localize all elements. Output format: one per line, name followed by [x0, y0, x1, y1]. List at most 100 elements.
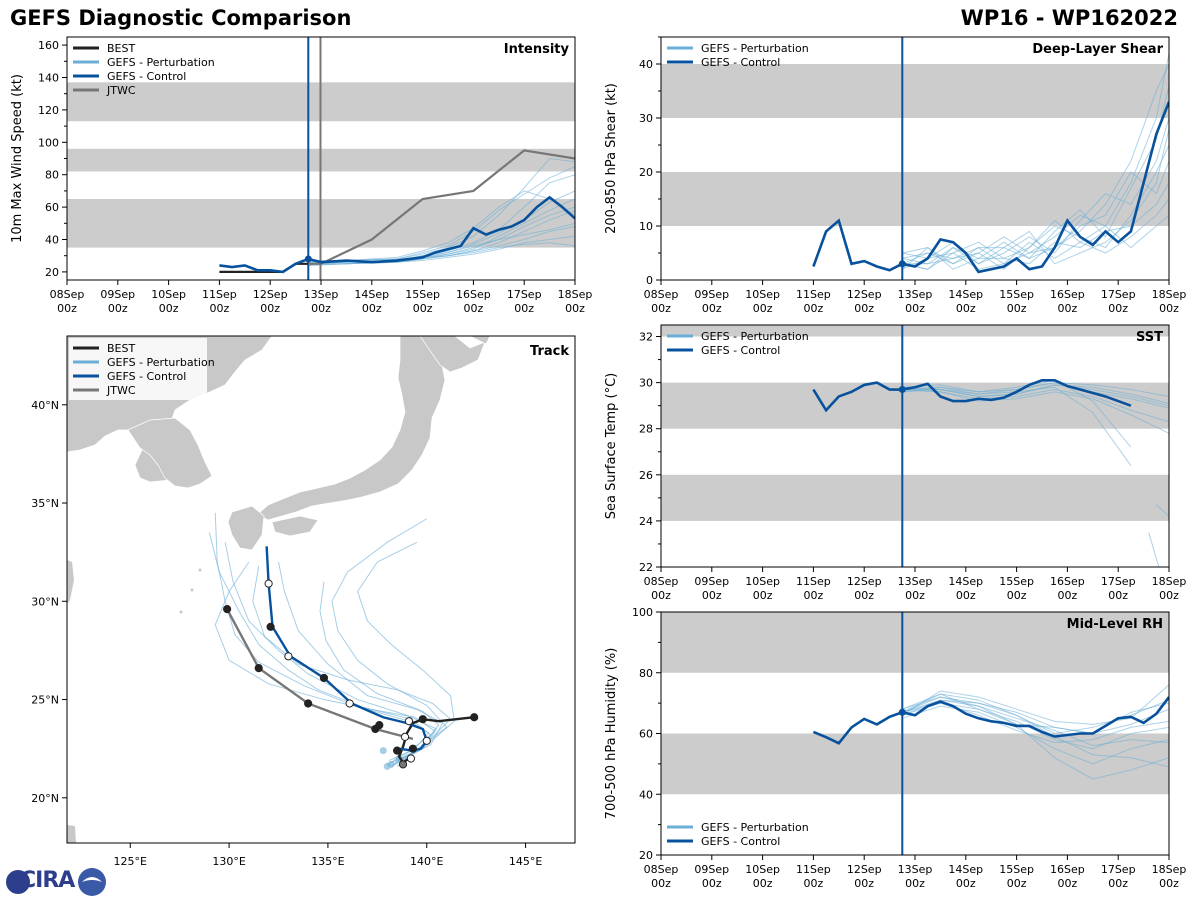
threshold-band	[661, 612, 1169, 673]
land-shikoku	[271, 515, 319, 537]
perturbation-member-line	[902, 85, 1169, 265]
legend-label-perturbation: GEFS - Perturbation	[701, 821, 809, 834]
perturbation-start-marker	[387, 760, 395, 768]
track-plot-area	[208, 512, 479, 770]
y-tick-label: 60	[45, 201, 59, 214]
x-tick-label: 11Sep	[796, 288, 831, 301]
lon-tick-label: 140°E	[410, 855, 443, 868]
x-tick-label: 00z	[702, 302, 722, 315]
perturbation-member-line	[901, 144, 1169, 270]
axes-frame	[660, 324, 1170, 568]
y-tick-label: 140	[38, 72, 59, 85]
x-tick-label: 18Sep	[1152, 863, 1187, 876]
lon-tick-label: 130°E	[212, 855, 245, 868]
perturbation-member-line	[902, 182, 1169, 270]
x-tick-label: 13Sep	[898, 863, 933, 876]
control-track-marker	[404, 717, 414, 726]
x-tick-label: 00z	[413, 302, 433, 315]
rh-plot-area	[661, 612, 1169, 855]
y-axis-label: 200-850 hPa Shear (kt)	[604, 83, 619, 234]
control-track-marker	[408, 744, 418, 753]
legend-label-jtwc: JTWC	[106, 84, 136, 97]
storm-id: WP16 - WP162022	[960, 6, 1178, 30]
perturbation-member-line	[902, 161, 1169, 265]
x-tick-label: 00z	[1159, 877, 1179, 890]
lon-tick-label: 145°E	[509, 855, 542, 868]
y-tick-label: 40	[45, 234, 59, 247]
control-series-line	[219, 195, 575, 274]
x-tick-label: 00z	[1007, 589, 1027, 602]
logo-text: CIRA	[20, 868, 75, 893]
x-tick-label: 00z	[1058, 589, 1078, 602]
x-tick-label: 12Sep	[847, 575, 882, 588]
threshold-band	[661, 474, 1169, 521]
x-tick-label: 00z	[804, 589, 824, 602]
legend-label-best: BEST	[107, 342, 135, 355]
rh-chart: 2040608010008Sep00z09Sep00z10Sep00z11Sep…	[604, 606, 1186, 890]
y-tick-label: 120	[38, 104, 59, 117]
x-tick-label: 00z	[108, 302, 128, 315]
x-tick-label: 00z	[854, 589, 874, 602]
control-series-line	[812, 696, 1169, 745]
sst-chart: 22242628303208Sep00z09Sep00z10Sep00z11Se…	[604, 324, 1187, 602]
x-tick-label: 16Sep	[456, 288, 491, 301]
y-tick-label: 0	[646, 274, 653, 287]
threshold-band	[661, 325, 1169, 337]
lat-tick-label: 40°N	[31, 399, 59, 412]
x-tick-label: 00z	[1159, 589, 1179, 602]
control-track-marker	[264, 579, 273, 588]
x-tick-label: 11Sep	[796, 575, 831, 588]
jtwc-series-line	[308, 149, 575, 265]
x-tick-label: 16Sep	[1050, 288, 1085, 301]
control-track-line	[265, 546, 429, 754]
x-tick-label: 00z	[905, 589, 925, 602]
x-tick-label: 09Sep	[694, 575, 729, 588]
jtwc-track-marker	[254, 664, 263, 673]
perturbation-track-line	[319, 581, 440, 765]
threshold-band	[661, 733, 1169, 795]
x-tick-label: 00z	[260, 302, 280, 315]
x-tick-label: 00z	[651, 877, 671, 890]
x-tick-label: 00z	[1108, 589, 1128, 602]
panel-title: Mid-Level RH	[1067, 617, 1163, 632]
x-tick-label: 00z	[753, 877, 773, 890]
lat-tick-label: 20°N	[31, 792, 59, 805]
y-tick-label: 160	[38, 39, 59, 52]
perturbation-track-line	[331, 518, 448, 765]
x-tick-label: 15Sep	[999, 863, 1034, 876]
perturbation-member-line	[902, 214, 1169, 270]
control-track-marker	[345, 699, 354, 708]
x-tick-label: 00z	[905, 877, 925, 890]
y-axis-label: 700-500 hPa Humidity (%)	[604, 648, 619, 820]
threshold-band	[661, 64, 1169, 118]
x-tick-label: 09Sep	[694, 863, 729, 876]
legend-label-jtwc: JTWC	[106, 384, 136, 397]
init-point-marker	[898, 386, 906, 394]
x-tick-label: 00z	[1108, 877, 1128, 890]
track-map-land	[67, 336, 491, 843]
land-islet	[198, 568, 202, 572]
x-tick-label: 18Sep	[1152, 575, 1187, 588]
y-tick-label: 80	[639, 667, 653, 680]
y-tick-label: 40	[639, 788, 653, 801]
x-tick-label: 00z	[1058, 302, 1078, 315]
x-tick-label: 12Sep	[847, 863, 882, 876]
x-tick-label: 13Sep	[898, 288, 933, 301]
control-track-marker	[422, 736, 431, 745]
legend-label-perturbation: GEFS - Perturbation	[701, 330, 809, 343]
x-tick-label: 10Sep	[151, 288, 186, 301]
legend-label-control: GEFS - Control	[701, 344, 780, 357]
y-axis-label: Sea Surface Temp (°C)	[604, 373, 619, 520]
x-tick-label: 00z	[362, 302, 382, 315]
y-axis-label: 10m Max Wind Speed (kt)	[10, 74, 25, 243]
land-kyushu	[227, 505, 265, 551]
x-tick-label: 08Sep	[644, 288, 679, 301]
x-tick-label: 00z	[956, 589, 976, 602]
perturbation-track-line	[214, 561, 436, 763]
x-tick-label: 13Sep	[898, 575, 933, 588]
x-tick-label: 15Sep	[999, 288, 1034, 301]
panel-title: Deep-Layer Shear	[1032, 42, 1163, 57]
track-chart: 125°E 130°E 135°E 140°E 145°E 20°N 25°N 30°N 35°…	[31, 335, 576, 868]
x-tick-label: 14Sep	[354, 288, 389, 301]
x-tick-label: 00z	[702, 589, 722, 602]
